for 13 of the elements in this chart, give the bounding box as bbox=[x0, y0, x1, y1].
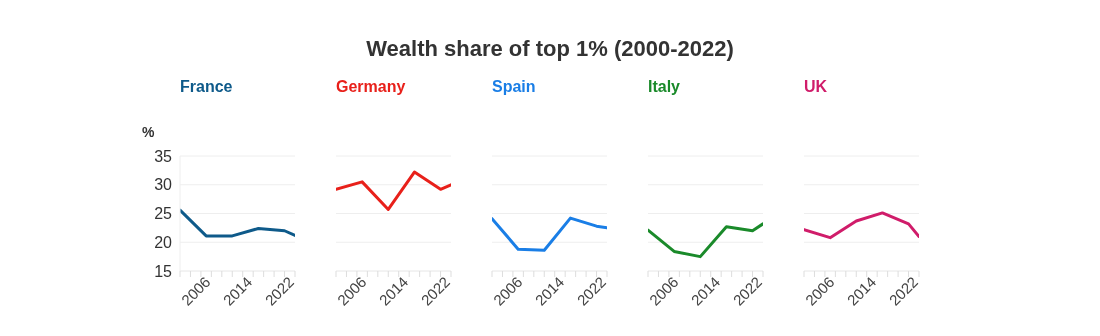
text: France bbox=[180, 78, 233, 96]
text: Spain bbox=[492, 78, 536, 96]
text: UK bbox=[804, 78, 828, 96]
y-tick-label: 25 bbox=[154, 205, 173, 223]
y-axis-title: % bbox=[142, 124, 155, 140]
y-tick-label: 15 bbox=[154, 262, 173, 280]
text: Germany bbox=[336, 78, 406, 96]
y-tick-label: 30 bbox=[154, 176, 173, 194]
line-series bbox=[180, 208, 295, 238]
text: Italy bbox=[648, 78, 681, 96]
y-tick-label: 20 bbox=[154, 233, 173, 251]
y-tick-label: 35 bbox=[154, 147, 173, 165]
chart-title: Wealth share of top 1% (2000-2022) bbox=[365, 36, 735, 62]
